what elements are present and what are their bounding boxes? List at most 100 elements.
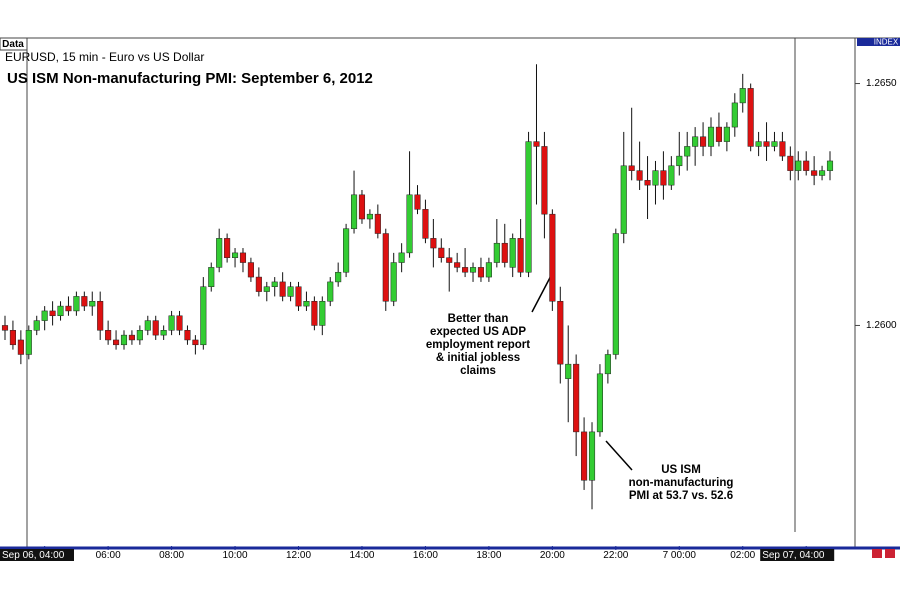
candle-body [136,330,143,341]
candle-body [596,373,604,433]
x-tick-label: 7 00:00 [663,550,697,561]
x-tick-box [760,549,835,561]
candle-body [477,267,485,278]
candle-body [581,431,588,481]
candle-body [501,242,508,263]
candle-body [160,330,167,336]
candle-body [485,262,492,278]
candle-body [454,262,461,268]
candle-body [469,267,477,273]
candle-body [811,170,818,176]
candle-body [239,252,247,263]
x-tick-label: 12:00 [286,550,311,561]
candle-body [350,194,358,229]
candle-body [573,363,580,433]
candle-body [335,271,342,283]
candle-body [41,310,48,321]
annotation-pointer [605,440,633,471]
candle-body [509,238,516,268]
candle-body [17,339,24,355]
candle-body [557,301,564,365]
candle-body [731,102,738,128]
x-tick-label: 10:00 [223,550,248,561]
annotation: employment report [426,339,530,351]
x-tick-label: 14:00 [349,550,374,561]
x-tick-label: 06:00 [96,550,121,561]
candle-body [247,262,254,278]
x-tick-label: Sep 06, 04:00 [2,550,65,561]
candle-body [382,233,389,302]
candle-body [105,330,112,341]
annotation: Better than [448,313,509,325]
zoom-button[interactable] [872,549,882,558]
candle-body [493,242,500,263]
candle-body [422,209,429,239]
candle-body [684,146,691,157]
candle-body [208,267,215,287]
candle-body [533,141,540,147]
candle-body [795,160,802,171]
candle-body [612,233,619,355]
candle-body [255,276,262,292]
candle-body [779,141,786,157]
candle-body [73,296,80,312]
candle-body [57,305,64,317]
candle-body [430,238,437,249]
candle-body [628,165,635,171]
candle-body [446,257,453,263]
candle-body [676,155,683,167]
candle-body [120,334,128,346]
candle-body [739,88,746,104]
candle-body [588,431,596,481]
candle-body [755,141,762,147]
data-tab[interactable] [0,37,28,51]
candle-body [65,305,72,312]
candle-body [660,170,667,186]
candle-body [81,296,88,307]
candle-body [216,238,223,268]
y-tick-label: 1.2600 [866,320,897,331]
candle-body [517,238,524,273]
y-tick-label: 1.2650 [866,78,897,89]
candle-body [462,267,469,273]
index-tab [857,38,900,46]
candle-body [263,286,270,292]
candle-body [144,320,151,331]
x-tick-label: 18:00 [476,550,501,561]
candle-body [604,354,611,375]
candle-body [1,325,9,331]
candle-body [271,281,278,287]
data-tab-label[interactable]: Data [2,39,24,50]
candle-body [803,160,810,171]
annotation: non-manufacturing [629,477,734,489]
candle-body [287,286,294,297]
candle-body [224,238,231,258]
candle-body [565,363,572,379]
candle-body [787,155,794,171]
candle-body [366,213,373,220]
candle-body [168,315,175,331]
annotation: US ISM [661,464,701,476]
candle-body [279,281,286,297]
zoom-button[interactable] [885,549,895,558]
candle-body [644,180,651,186]
index-tab-label: INDEX [874,38,899,47]
x-tick-label: Sep 07, 04:00 [762,550,825,561]
x-tick-label: 16:00 [413,550,438,561]
candle-body [176,315,183,331]
annotation: PMI at 53.7 vs. 52.6 [629,490,733,502]
annotation: expected US ADP [430,326,526,338]
candle-body [25,330,32,355]
candle-body [343,228,350,273]
candle-body [406,194,413,254]
candle-body [819,170,826,176]
candle-body [826,160,834,171]
candle-body [89,301,96,307]
candle-body [358,194,366,220]
candle-body [668,165,675,186]
candle-body [707,126,715,147]
candle-body [374,213,381,234]
candle-body [700,136,707,147]
